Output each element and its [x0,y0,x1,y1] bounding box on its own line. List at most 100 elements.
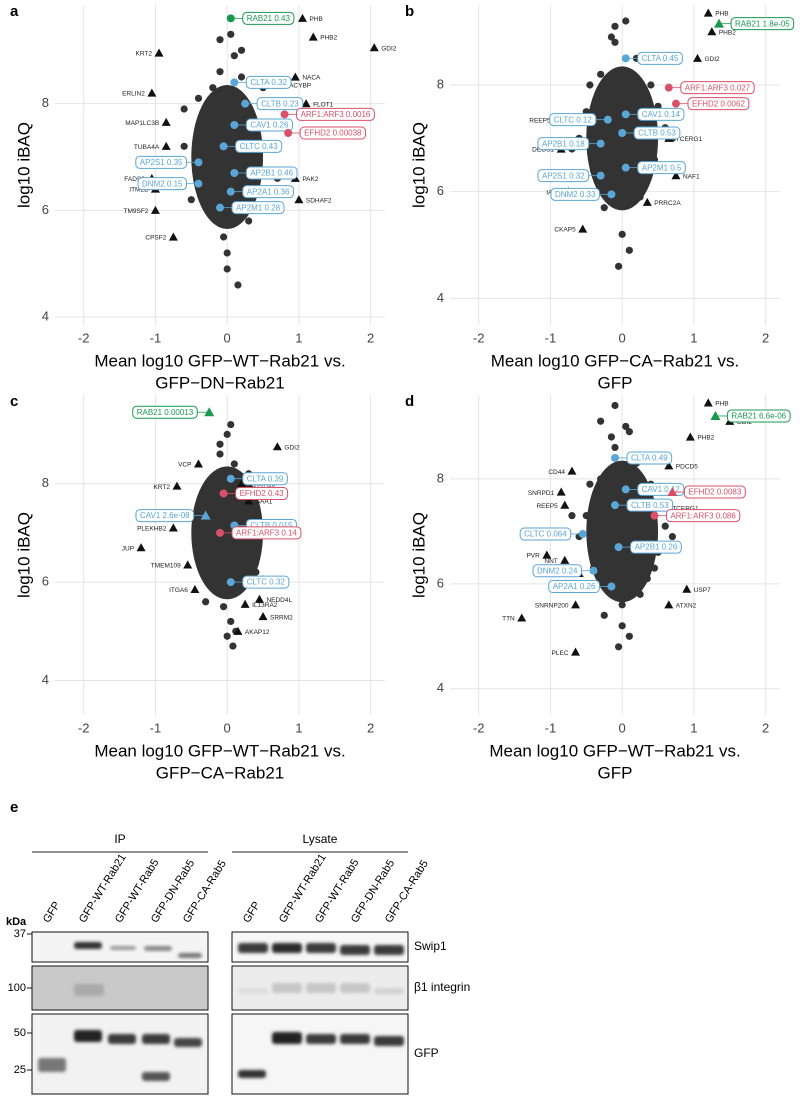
x-tick-label: -2 [473,720,485,735]
band [142,1072,170,1081]
highlight-point [714,18,725,28]
highlight-label: CAV1 0.26 [245,118,293,132]
data-point [229,642,237,650]
highlight-label: AP2B1 0.18 [537,137,590,151]
triangle-point [693,53,702,62]
x-axis-title: Mean log10 GFP−WT−Rab21 vs. [94,741,345,760]
band [306,943,336,953]
highlight-label: ARF1:ARF3 0.0016 [296,107,375,121]
data-point [216,68,224,76]
triangle-point [707,27,717,36]
highlight-text: EFHD2 0.0062 [692,99,745,108]
x-tick-label: 2 [367,330,374,345]
protein-label: PRRC2A [654,200,681,207]
data-point [245,558,253,566]
highlight-label: AP2A1 0.26 [548,579,600,593]
y-tick-label: 6 [42,574,49,589]
highlight-text: CLTC 0.12 [554,115,593,124]
band [306,1034,336,1044]
highlight-text: RAB21 0.43 [247,14,291,23]
protein-label: DEGS1 [532,147,554,154]
highlight-text: CAV1 0.26 [250,121,289,130]
x-tick-label: 0 [619,720,626,735]
protein-label: ATXN2 [676,603,697,610]
data-point [237,132,246,140]
highlight-label: CLTA 0.32 [245,75,292,89]
highlight-label: CLTC 0.12 [549,113,597,127]
highlight-label: EFHD2 0.0083 [683,485,746,499]
data-point [216,450,224,458]
band [74,984,104,996]
band [238,943,268,953]
band [38,1058,66,1072]
protein-label: MAP1LC3B [125,120,159,127]
triangle-point [703,398,713,407]
highlight-label: EFHD2 0.43 [235,486,289,500]
data-point [202,598,210,606]
x-tick-label: 0 [224,720,231,735]
group-label: IP [114,832,125,846]
x-tick-label: -1 [150,330,162,345]
marker-label: 25 [14,1064,26,1076]
x-tick-label: 0 [619,330,626,345]
band [374,988,404,994]
data-point [611,22,619,30]
data-point [597,475,605,483]
highlight-text: CLTC 0.43 [240,142,279,151]
protein-label: CACYBP [284,83,311,90]
highlight-text: RAB21 1.8e-05 [735,19,790,28]
data-point [604,182,612,190]
highlight-label: CLTB 0.23 [256,97,304,111]
triangle-point [578,224,588,233]
data-point [227,617,235,626]
point-cloud [586,460,659,603]
x-axis-title: Mean log10 GFP−WT−Rab21 vs. [94,351,345,370]
data-point [223,249,231,257]
triangle-point [664,461,674,470]
y-tick-label: 8 [42,95,49,110]
data-point [568,512,576,520]
row-label: Swip1 [414,939,447,953]
data-point [237,539,246,547]
highlight-text: CLTA 0.39 [247,474,284,483]
triangle-point [168,232,178,241]
protein-label: CD44 [548,469,565,476]
highlight-label: AP2M1 0.28 [231,201,285,215]
triangle-point [571,600,581,609]
band [374,945,404,955]
y-tick-label: 8 [437,76,444,91]
protein-label: NAF1 [683,173,700,180]
band [272,943,302,953]
highlight-label: CLTC 0.43 [235,139,283,153]
highlight-label: RAB21 0.43 [242,11,295,25]
y-tick-label: 6 [437,183,444,198]
band [238,988,268,994]
highlight-label: CLTB 0.53 [626,498,674,512]
protein-label: JUP [122,545,134,552]
protein-label: GDI2 [284,444,300,451]
protein-label: TUBA4A [134,144,160,151]
triangle-point [254,594,264,603]
data-point [600,204,608,212]
protein-label: PDCD5 [676,464,698,471]
data-point [589,166,598,174]
highlight-text: CLTA 0.49 [631,454,668,463]
data-point [611,443,619,452]
highlight-text: CLTB 0.015 [250,521,293,530]
data-point [237,46,246,54]
highlight-label: AP2S1 0.32 [537,169,590,183]
data-point [636,193,644,201]
highlight-text: AP2M1 0.28 [236,203,281,212]
protein-label: PLEKHB2 [137,526,167,533]
protein-label: PVR [526,553,540,560]
triangle-point [258,612,268,621]
data-point [643,575,651,583]
blot-panel [31,965,209,1011]
highlight-text: CLTB 0.53 [631,501,669,510]
protein-label: TM9SF2 [124,208,149,215]
band [178,953,202,958]
data-point [586,480,594,488]
band [374,1036,404,1046]
data-point [632,140,641,148]
